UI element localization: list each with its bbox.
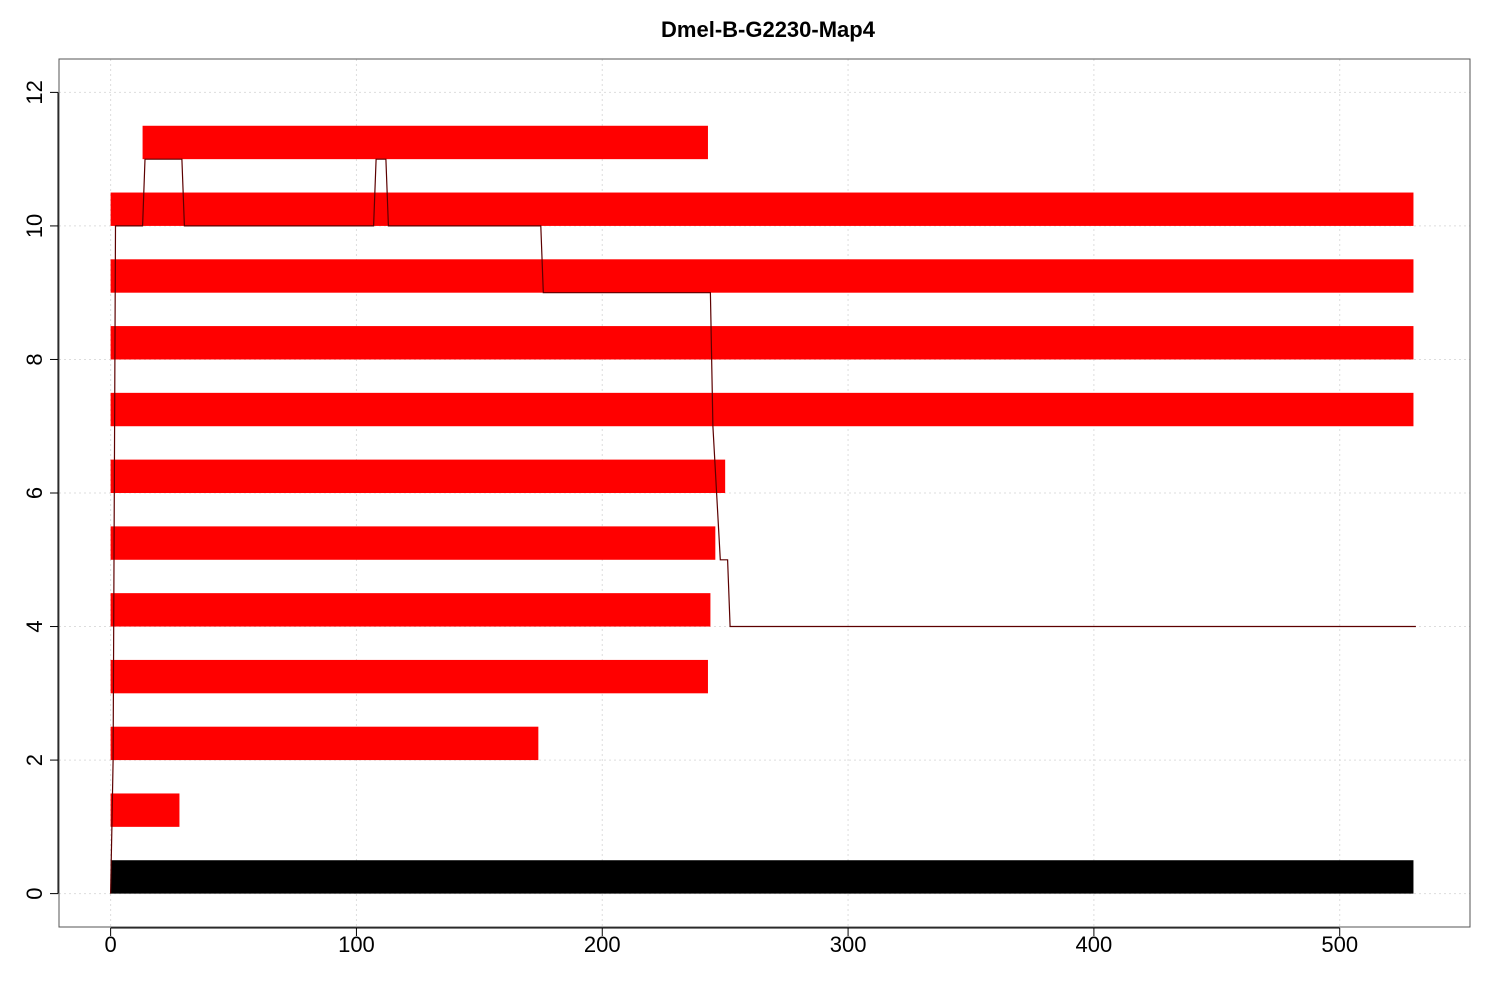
y-tick-label: 6 — [22, 487, 47, 499]
chart-title: Dmel-B-G2230-Map4 — [661, 17, 876, 42]
y-tick-label: 4 — [22, 620, 47, 632]
x-tick-label: 0 — [104, 932, 116, 957]
x-tick-label: 100 — [338, 932, 375, 957]
reference-bar — [110, 860, 1414, 894]
read-bar-8 — [110, 326, 1414, 360]
read-bar-1 — [110, 793, 180, 827]
x-tick-label: 200 — [584, 932, 621, 957]
plot-frame — [58, 58, 1471, 928]
y-tick-label: 0 — [22, 887, 47, 899]
read-bar-3 — [110, 659, 708, 694]
bars — [110, 125, 1414, 894]
y-tick-label: 12 — [22, 80, 47, 104]
read-bar-6 — [110, 459, 726, 493]
x-tick-label: 400 — [1076, 932, 1113, 957]
read-bar-10 — [110, 192, 1414, 226]
read-bar-4 — [110, 593, 711, 627]
read-bar-9 — [110, 259, 1414, 293]
read-bar-2 — [110, 726, 539, 761]
coverage-line — [110, 158, 1416, 894]
read-bar-7 — [110, 392, 1414, 427]
y-tick-label: 10 — [22, 214, 47, 238]
y-tick-label: 2 — [22, 754, 47, 766]
x-tick-label: 500 — [1321, 932, 1358, 957]
coverage-line-layer — [110, 158, 1416, 894]
read-bar-11 — [142, 125, 708, 160]
read-bar-5 — [110, 526, 716, 560]
axes: 0 100 200 300 400 500 0 2 4 6 8 10 12 — [22, 80, 1358, 957]
y-tick-label: 8 — [22, 353, 47, 365]
x-tick-label: 300 — [830, 932, 867, 957]
